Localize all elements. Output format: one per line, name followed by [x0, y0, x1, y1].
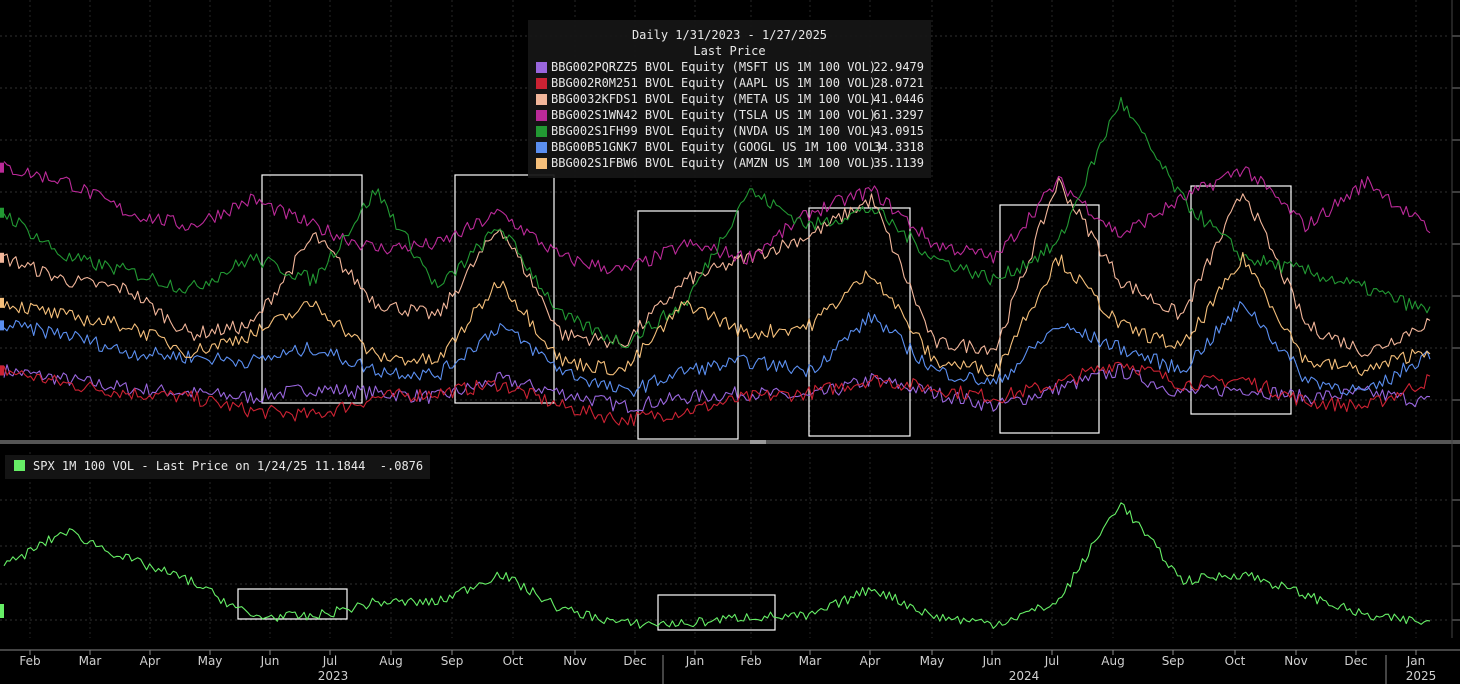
month-label-5: Jun — [260, 654, 280, 668]
left-edge-marker — [0, 297, 4, 308]
legend-item: BBG002R0M251 BVOL Equity (AAPL US 1M 100… — [528, 75, 931, 91]
month-label-19: Aug — [1101, 654, 1124, 668]
legend-item: BBG002PQRZZ5 BVOL Equity (MSFT US 1M 100… — [528, 59, 931, 75]
lower-legend-swatch — [14, 460, 25, 471]
x-axis: Feb Mar Apr May Jun Jul Aug Sep Oct Nov Dec Jan Feb M… — [0, 649, 1460, 684]
month-label-9: Oct — [503, 654, 524, 668]
upper-legend: Daily 1/31/2023 - 1/27/2025 Last Price B… — [528, 20, 931, 178]
legend-item: BBG002S1FBW6 BVOL Equity (AMZN US 1M 100… — [528, 155, 931, 171]
month-label-24: Jan — [1406, 654, 1426, 668]
legend-subtitle: Last Price — [693, 44, 766, 58]
left-edge-marker — [0, 252, 4, 263]
lower-legend-text: SPX 1M 100 VOL - Last Price on 1/24/25 1… — [33, 459, 424, 473]
month-label-13: Feb — [740, 654, 761, 668]
legend-label: BBG00B51GNK7 BVOL Equity (GOOGL US 1M 10… — [551, 140, 884, 154]
left-edge-marker — [0, 604, 4, 618]
spx-vol-line — [3, 502, 1431, 629]
legend-label: BBG002R0M251 BVOL Equity (AAPL US 1M 100… — [551, 76, 877, 90]
month-label-8: Sep — [441, 654, 464, 668]
highlight-box — [999, 204, 1100, 434]
legend-swatch — [536, 158, 547, 169]
series-line-4 — [3, 161, 1431, 275]
series-line-1 — [3, 363, 1431, 414]
legend-value: 35.1139 — [873, 156, 924, 170]
month-label-20: Sep — [1162, 654, 1185, 668]
legend-item: BBG0032KFDS1 BVOL Equity (META US 1M 100… — [528, 91, 931, 107]
month-label-22: Nov — [1284, 654, 1307, 668]
legend-item: BBG002S1WN42 BVOL Equity (TSLA US 1M 100… — [528, 107, 931, 123]
panel-divider-handle — [750, 440, 766, 444]
month-label-17: Jun — [982, 654, 1002, 668]
legend-swatch — [536, 78, 547, 89]
highlight-box — [808, 207, 911, 437]
legend-label: BBG002S1WN42 BVOL Equity (TSLA US 1M 100… — [551, 108, 877, 122]
month-label-16: May — [920, 654, 945, 668]
legend-label: BBG002S1FH99 BVOL Equity (NVDA US 1M 100… — [551, 124, 877, 138]
legend-value: 41.0446 — [873, 92, 924, 106]
series-line-5 — [3, 96, 1431, 349]
series-line-3 — [3, 177, 1431, 358]
left-edge-marker — [0, 162, 4, 173]
year-label-2024: 2024 — [1009, 669, 1040, 683]
legend-swatch — [536, 142, 547, 153]
legend-value: 61.3297 — [873, 108, 924, 122]
month-label-11: Dec — [623, 654, 646, 668]
highlight-box — [657, 594, 776, 631]
legend-label: BBG0032KFDS1 BVOL Equity (META US 1M 100… — [551, 92, 877, 106]
left-edge-marker — [0, 207, 4, 218]
left-edge-marker — [0, 320, 4, 331]
legend-list: BBG002PQRZZ5 BVOL Equity (MSFT US 1M 100… — [528, 59, 931, 171]
month-label-14: Mar — [799, 654, 822, 668]
legend-label: BBG002PQRZZ5 BVOL Equity (MSFT US 1M 100… — [551, 60, 877, 74]
legend-value: 28.0721 — [873, 76, 924, 90]
highlight-box — [454, 174, 555, 404]
legend-label: BBG002S1FBW6 BVOL Equity (AMZN US 1M 100… — [551, 156, 877, 170]
legend-item: BBG002S1FH99 BVOL Equity (NVDA US 1M 100… — [528, 123, 931, 139]
left-edge-marker — [0, 365, 4, 376]
legend-swatch — [536, 94, 547, 105]
month-label-4: May — [198, 654, 223, 668]
month-label-12: Jan — [685, 654, 705, 668]
legend-value: 43.0915 — [873, 124, 924, 138]
highlight-box — [237, 588, 348, 620]
month-label-7: Aug — [379, 654, 402, 668]
legend-value: 34.3318 — [873, 140, 924, 154]
series-line-6 — [3, 301, 1431, 397]
month-label-15: Apr — [860, 654, 881, 668]
month-label-3: Apr — [140, 654, 161, 668]
month-label-6: Jul — [322, 654, 337, 668]
series-line-2 — [3, 361, 1431, 427]
legend-swatch — [536, 126, 547, 137]
month-label-21: Oct — [1225, 654, 1246, 668]
year-label-2023: 2023 — [318, 669, 349, 683]
legend-item: BBG00B51GNK7 BVOL Equity (GOOGL US 1M 10… — [528, 139, 931, 155]
lower-legend: SPX 1M 100 VOL - Last Price on 1/24/25 1… — [5, 455, 431, 479]
panel-divider — [0, 440, 1460, 444]
series-lines — [0, 96, 1431, 629]
legend-value: 22.9479 — [873, 60, 924, 74]
legend-swatch — [536, 110, 547, 121]
highlight-box — [1190, 185, 1292, 415]
month-label-2: Mar — [79, 654, 102, 668]
highlight-box — [637, 210, 739, 440]
month-label-10: Nov — [563, 654, 586, 668]
highlight-boxes — [237, 174, 1292, 631]
legend-title: Daily 1/31/2023 - 1/27/2025 — [631, 28, 828, 42]
month-label-1: Feb — [19, 654, 40, 668]
series-line-7 — [3, 251, 1431, 377]
month-label-23: Dec — [1344, 654, 1367, 668]
year-label-2025: 2025 — [1406, 669, 1437, 683]
legend-swatch — [536, 62, 547, 73]
month-label-18: Jul — [1044, 654, 1059, 668]
